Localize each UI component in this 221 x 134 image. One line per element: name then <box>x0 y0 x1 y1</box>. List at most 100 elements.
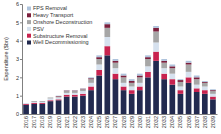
bar-segment <box>129 79 135 81</box>
bar-segment <box>64 95 70 97</box>
axis-line <box>20 5 23 115</box>
bar-segment <box>31 101 37 103</box>
bar-segment <box>202 87 208 91</box>
bar-segment <box>186 61 192 63</box>
bar-segment <box>145 59 151 66</box>
bar-segment <box>72 95 78 97</box>
tick-label: 2020 <box>55 116 61 128</box>
bar-segment <box>202 90 208 94</box>
tick: 2016 <box>23 114 29 128</box>
legend-swatch <box>27 20 31 24</box>
tick-label: 2023 <box>80 116 86 128</box>
bar-segment <box>96 55 102 57</box>
tick-mark <box>20 77 22 78</box>
tick: 2020 <box>55 114 61 128</box>
tick-label: 3 <box>16 56 19 62</box>
legend-swatch <box>27 27 31 31</box>
bar-segment <box>113 59 119 61</box>
bar-segment <box>210 94 216 97</box>
bar-segment <box>80 88 86 90</box>
bar-segment <box>169 68 175 74</box>
bar-segment <box>113 63 119 69</box>
legend-item: PSV <box>27 26 44 32</box>
bar-segment <box>153 28 159 32</box>
bar-segment <box>104 46 110 55</box>
bar-segment <box>39 101 45 102</box>
bar-segment <box>48 97 54 99</box>
bar-segment <box>64 97 70 114</box>
legend-swatch <box>27 7 31 11</box>
bar-segment <box>186 65 192 72</box>
tick-label: 2017 <box>31 116 37 128</box>
bar-segment <box>178 87 184 91</box>
bar-segment <box>31 101 37 102</box>
tick-mark <box>20 114 22 115</box>
bar-segment <box>96 76 102 115</box>
bar-segment <box>88 77 94 79</box>
bar-segment <box>186 83 192 114</box>
bar-segment <box>121 76 127 78</box>
bar-segment <box>210 90 216 92</box>
legend-label: Well Decommissioning <box>33 39 89 45</box>
bar-segment <box>178 94 184 114</box>
bar-segment <box>39 103 45 105</box>
bar-segment <box>104 37 110 46</box>
tick-label: 2016 <box>23 116 29 128</box>
bar-segment <box>194 79 200 85</box>
bar-segment <box>153 32 159 43</box>
tick-mark <box>20 59 22 60</box>
tick: 2039 <box>210 114 216 128</box>
tick-label: 2034 <box>169 116 175 128</box>
bar-segment <box>72 97 78 114</box>
bar-segment <box>145 66 151 72</box>
tick-mark <box>20 41 22 42</box>
tick: 2021 <box>64 114 70 128</box>
tick-label: 4 <box>16 38 19 44</box>
bar-segment <box>137 90 143 114</box>
tick-label: 2027 <box>112 116 118 128</box>
bar-segment <box>80 88 86 89</box>
tick-label: 5 <box>16 20 19 26</box>
tick: 2031 <box>145 114 151 128</box>
bar-segment <box>23 103 29 104</box>
bar-segment <box>161 59 167 61</box>
bar-segment <box>194 92 200 114</box>
tick-label: 2022 <box>72 116 78 128</box>
legend: FPS RemovalHeavy TransportOnshore Decons… <box>27 5 92 45</box>
bar-segment <box>88 79 94 83</box>
bar-segment <box>137 87 143 91</box>
tick-label: 2028 <box>120 116 126 128</box>
bars <box>23 22 216 114</box>
bar-segment <box>96 65 102 71</box>
bar-segment <box>56 95 62 96</box>
tick: 1 <box>16 93 22 99</box>
tick: 2019 <box>47 114 53 128</box>
y-axis: 0123456 <box>16 1 23 117</box>
tick-label: 2039 <box>210 116 216 128</box>
bar-segment <box>121 90 127 114</box>
legend-label: Onshore Deconstruction <box>33 19 92 25</box>
bar-segment <box>56 96 62 98</box>
bar-segment <box>121 74 127 76</box>
bar-segment <box>80 89 86 91</box>
bar-segment <box>72 90 78 92</box>
bar-segment <box>129 94 135 114</box>
bar-segment <box>88 78 94 80</box>
bar-segment <box>64 91 70 93</box>
bar-segment <box>39 104 45 114</box>
bar-segment <box>48 101 54 114</box>
bar-segment <box>23 103 29 105</box>
legend-swatch <box>27 41 31 45</box>
bar-segment <box>129 90 135 94</box>
bar-segment <box>129 87 135 91</box>
tick-label: 2029 <box>129 116 135 128</box>
tick-label: 2024 <box>88 116 94 128</box>
bar-segment <box>129 83 135 87</box>
bar-segment <box>104 24 110 28</box>
bar-segment <box>161 63 167 69</box>
legend-label: PSV <box>33 26 44 32</box>
bar-segment <box>88 90 94 114</box>
bar-segment <box>178 90 184 94</box>
bar-segment <box>202 83 208 87</box>
bar-segment <box>31 101 37 102</box>
